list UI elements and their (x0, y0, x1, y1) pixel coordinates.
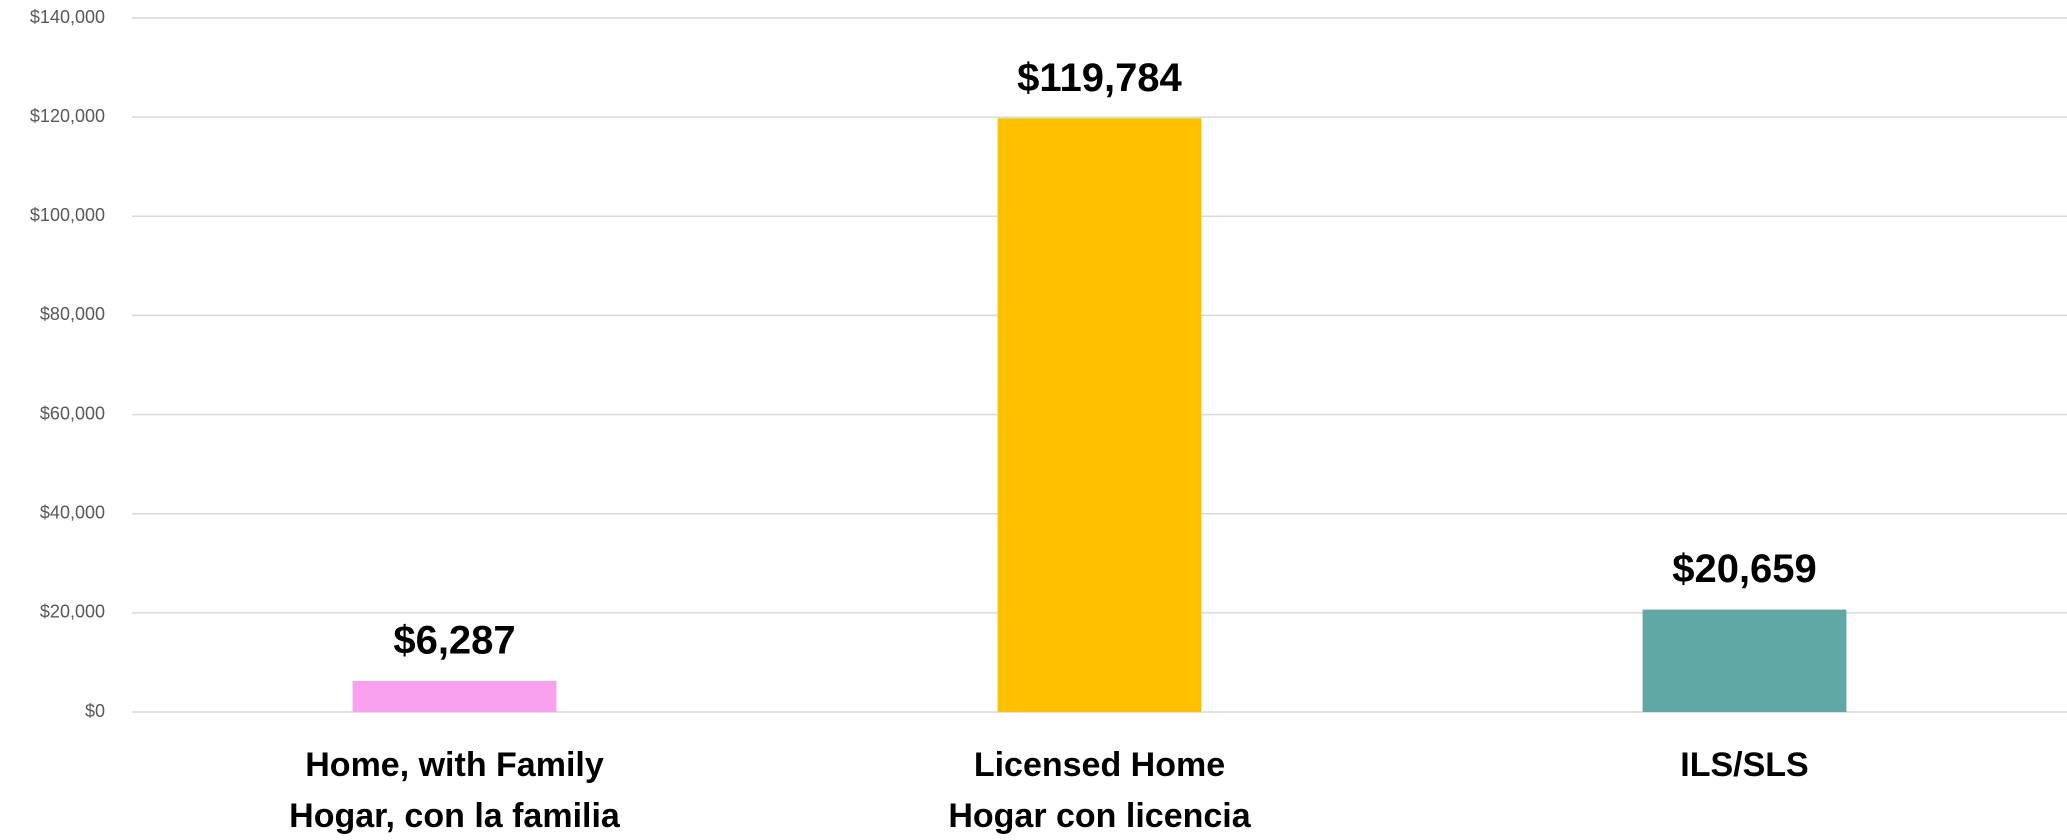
y-tick-label: $80,000 (40, 304, 105, 324)
y-tick-label: $0 (85, 701, 105, 721)
y-tick-label: $40,000 (40, 502, 105, 522)
bar (1642, 609, 1847, 712)
y-tick-label: $120,000 (30, 106, 105, 126)
y-tick-label: $20,000 (40, 602, 105, 622)
bar (997, 118, 1202, 712)
bar (352, 680, 557, 712)
x-tick-label: ILS/SLS (1680, 746, 1808, 784)
data-label: $6,287 (393, 618, 515, 662)
x-tick-label: Hogar con licencia (948, 797, 1251, 835)
x-tick-label: Licensed Home (974, 746, 1225, 784)
y-tick-label: $60,000 (40, 403, 105, 423)
x-tick-label: Home, with Family (305, 746, 604, 784)
x-tick-label: Hogar, con la familia (289, 797, 621, 835)
data-label: $20,659 (1672, 547, 1817, 591)
y-tick-label: $100,000 (30, 205, 105, 225)
y-tick-label: $140,000 (30, 7, 105, 27)
data-label: $119,784 (1017, 56, 1182, 100)
